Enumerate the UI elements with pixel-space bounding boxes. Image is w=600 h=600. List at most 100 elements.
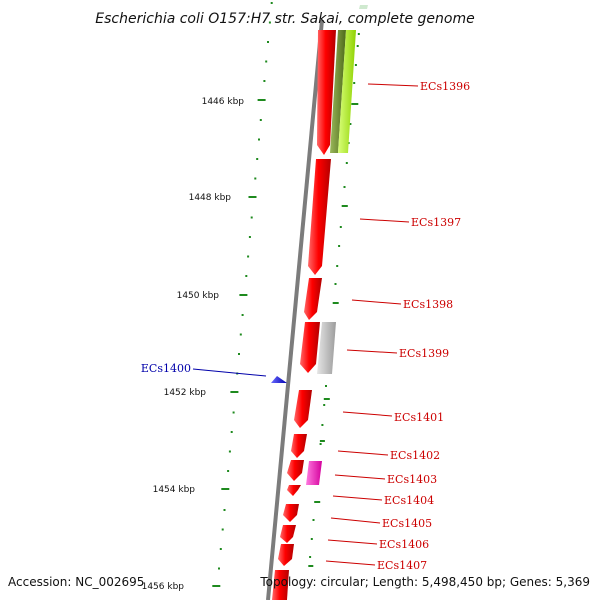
feature-track-dot <box>325 385 327 387</box>
feature-track-dot <box>353 82 356 84</box>
gene-arrow-ecs1399 <box>300 322 320 373</box>
feature-track-dot <box>336 265 339 267</box>
leader-line-ecs1398 <box>351 299 402 305</box>
minor-tick <box>259 119 262 121</box>
feature-track-dot <box>357 33 360 35</box>
feature-track-dash <box>341 205 348 207</box>
gene-arrow-ecs1400 <box>271 376 287 383</box>
gene-label-ecs1398[interactable]: ECs1398 <box>403 298 453 311</box>
leader-line-ecs1397 <box>359 218 410 223</box>
gene-arrow-ecs1404 <box>287 485 301 496</box>
leader-line-ecs1407 <box>325 560 376 566</box>
accession-text: Accession: NC_002695 <box>8 575 144 589</box>
minor-tick <box>223 509 226 511</box>
gene-labels: ECs1396 ECs1397 ECs1398 ECs1399 ECs1400 ECs14… <box>141 80 470 572</box>
scale-label: 1452 kbp <box>164 388 207 398</box>
minor-tick <box>241 314 244 316</box>
scale-label: 1446 kbp <box>202 97 245 107</box>
gene-label-ecs1405[interactable]: ECs1405 <box>382 517 432 530</box>
gene-arrow-ecs1406 <box>280 525 296 543</box>
minor-tick <box>263 80 266 82</box>
minor-tick <box>258 138 260 141</box>
minor-tick <box>248 236 251 238</box>
feature-track-dot <box>349 123 352 125</box>
scale-label: 1454 kbp <box>153 485 196 495</box>
feature-track-dot <box>323 404 326 406</box>
gene-label-ecs1407[interactable]: ECs1407 <box>377 559 427 572</box>
feature-track-dot <box>310 538 313 540</box>
major-tick <box>221 488 230 490</box>
feature-track-dash <box>351 103 359 105</box>
minor-tick <box>256 158 259 160</box>
gene-arrow-ecs1403 <box>287 460 304 481</box>
feature-track-dot <box>312 519 315 521</box>
map-title: Escherichia coli O157:H7 str. Sakai, com… <box>95 11 474 27</box>
minor-tick <box>228 450 231 453</box>
leader-line-ecs1399 <box>346 349 398 354</box>
gene-label-ecs1402[interactable]: ECs1402 <box>390 449 440 462</box>
gene-label-ecs1404[interactable]: ECs1404 <box>384 494 434 507</box>
minor-tick <box>232 411 235 414</box>
gene-label-ecs1396[interactable]: ECs1396 <box>420 80 470 93</box>
gene-arrow-ecs1407 <box>278 544 294 566</box>
genome-summary-text: Topology: circular; Length: 5,498,450 bp… <box>259 575 590 589</box>
leader-line-ecs1400 <box>192 368 267 377</box>
gene-label-ecs1400[interactable]: ECs1400 <box>141 362 191 375</box>
feature-track-dot <box>338 245 341 247</box>
feature-track-dash <box>314 501 321 503</box>
major-tick <box>248 196 257 198</box>
minor-tick <box>230 431 233 433</box>
minor-tick <box>238 353 240 355</box>
scale-label: 1456 kbp <box>142 582 185 592</box>
minor-tick <box>254 177 257 180</box>
leader-line-ecs1396 <box>367 83 419 87</box>
gene-track <box>271 30 336 600</box>
minor-tick <box>265 60 268 63</box>
feature-track-dot <box>354 64 357 66</box>
gray-feature <box>317 322 336 374</box>
feature-track-dot <box>309 556 312 558</box>
leader-line-ecs1406 <box>327 539 378 545</box>
minor-tick <box>227 470 230 472</box>
genome-backbone <box>266 19 324 600</box>
major-tick <box>230 391 239 393</box>
gene-arrow-ecs1405 <box>283 504 299 522</box>
feature-track-dot <box>334 283 337 285</box>
feature-track-dot <box>321 424 324 426</box>
scale-label: 1450 kbp <box>177 291 220 301</box>
leader-line-ecs1405 <box>330 517 381 524</box>
minor-tick <box>270 2 273 4</box>
major-tick <box>257 99 266 101</box>
pink-feature <box>306 461 322 485</box>
gene-label-ecs1399[interactable]: ECs1399 <box>399 347 449 360</box>
green-feature <box>338 30 356 153</box>
minor-tick <box>247 255 250 258</box>
gene-arrow-ecs1396 <box>317 30 336 155</box>
gene-label-ecs1406[interactable]: ECs1406 <box>379 538 429 551</box>
minor-tick <box>218 567 220 570</box>
minor-tick <box>239 333 242 336</box>
feature-track-dash <box>323 398 330 400</box>
gene-arrow-continued <box>272 570 289 600</box>
major-tick <box>212 585 221 587</box>
feature-track-dash <box>308 565 314 567</box>
feature-track-dot <box>319 443 322 445</box>
feature-track-dot <box>343 186 346 188</box>
major-tick <box>239 294 248 296</box>
leader-line-ecs1403 <box>334 474 386 480</box>
gene-arrow-ecs1402 <box>291 434 307 458</box>
gene-arrow-ecs1398 <box>304 278 322 320</box>
gene-label-ecs1403[interactable]: ECs1403 <box>387 473 437 486</box>
feature-track-dot <box>345 162 348 164</box>
gene-arrow-ecs1397 <box>308 159 331 275</box>
minor-tick <box>268 21 271 24</box>
minor-tick <box>250 216 253 219</box>
gene-label-ecs1397[interactable]: ECs1397 <box>411 216 461 229</box>
gene-arrow-ecs1401 <box>294 390 312 428</box>
darkgreen-feature <box>330 30 346 153</box>
minor-tick <box>245 275 248 277</box>
leader-line-ecs1404 <box>332 495 383 501</box>
minor-tick <box>267 41 269 43</box>
gene-label-ecs1401[interactable]: ECs1401 <box>394 411 444 424</box>
